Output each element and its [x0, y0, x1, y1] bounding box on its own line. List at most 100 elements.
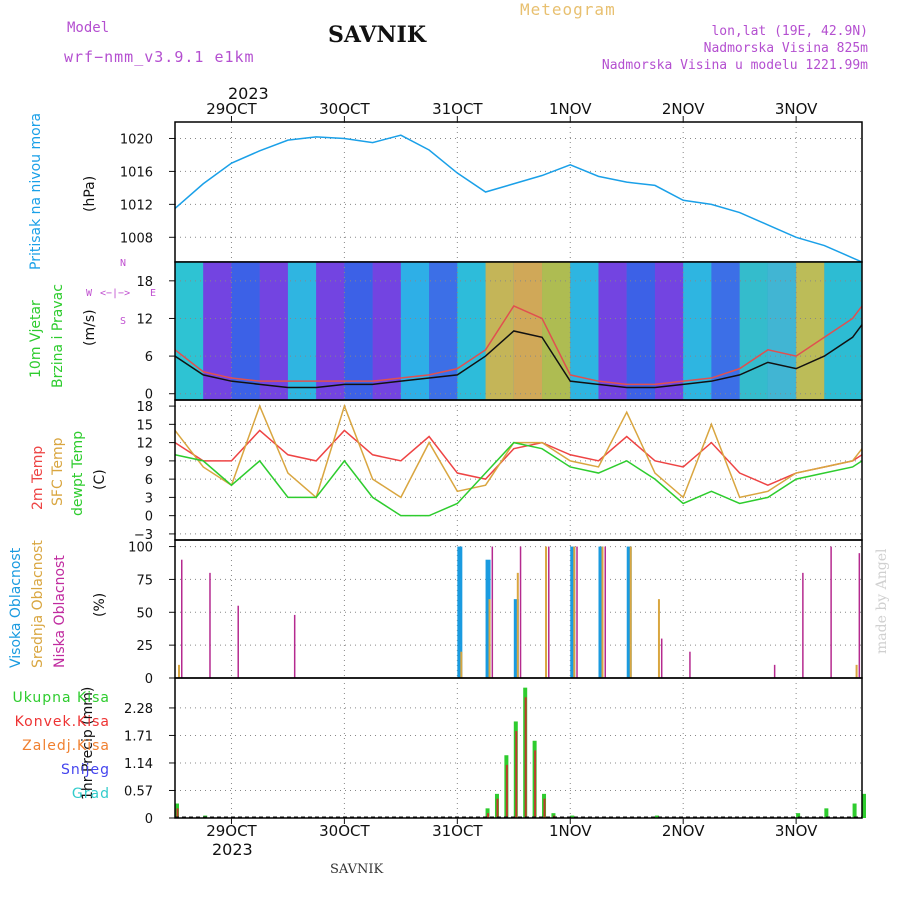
y-tick-label: 9: [145, 455, 153, 470]
temperature-panel-frame: [174, 399, 863, 541]
time-tick-label-top: 2NOV: [662, 100, 705, 118]
y-tick-label: 1.14: [124, 757, 153, 772]
wind-direction-band: [344, 262, 373, 400]
year-top: 2023: [228, 84, 269, 103]
legend-snow: Snijeg: [60, 762, 110, 778]
precip-bar: [796, 813, 801, 818]
page-title: SAVNIK: [328, 22, 426, 48]
altitude-label: Nadmorska Visina 825m: [703, 41, 868, 56]
precip-legend: Ukupna Kisa Konvek.Kisa Zaledj.Kisa Snij…: [0, 686, 110, 806]
lonlat-label: lon,lat (19E, 42.9N): [711, 24, 868, 39]
cloud-bar: [516, 572, 519, 678]
y-tick-label: 75: [136, 573, 153, 588]
time-tick-label-top: 31OCT: [432, 100, 483, 118]
cloud-bar: [858, 553, 861, 678]
wind-direction-band: [429, 262, 458, 400]
cloud-bar: [488, 599, 491, 678]
cloud-bar: [457, 546, 463, 678]
precip-bar: [515, 731, 518, 818]
y-tick-label: 3: [145, 491, 153, 506]
precip-bar: [524, 697, 527, 818]
model-label: Model: [67, 20, 110, 36]
y-tick-label: 18: [136, 275, 153, 290]
wind-direction-band: [513, 262, 543, 400]
compass-south: S: [120, 316, 127, 327]
temperature-series-line: [174, 429, 863, 487]
wind-direction-band: [711, 262, 740, 400]
precip-bar: [852, 803, 857, 818]
compass-arrows: <−|−>: [100, 288, 131, 299]
time-tick-label-top: 3NOV: [775, 100, 818, 118]
cloud-bar: [209, 572, 211, 678]
y-tick-label: 12: [136, 312, 153, 327]
cloud-bar: [460, 651, 463, 678]
wind-series-line: [174, 324, 863, 389]
y-tick-label: 6: [145, 350, 153, 365]
cloud-bar: [545, 546, 548, 678]
cloud-bar: [570, 546, 576, 678]
time-tick-label-bottom: 1NOV: [549, 822, 592, 840]
wind-direction-band: [626, 262, 655, 400]
legend-hail: Grad: [71, 786, 110, 802]
time-tick-label-top: 30OCT: [319, 100, 370, 118]
model-name: wrf−nmm_v3.9.1 e1km: [64, 48, 255, 66]
precip-bar: [570, 815, 575, 818]
compass-east: E: [150, 288, 157, 299]
wind-direction-band: [259, 262, 288, 400]
pressure-panel-frame: [174, 121, 863, 263]
precip-bar: [487, 813, 490, 818]
cloud-bar: [293, 614, 296, 678]
wind-direction-band: [175, 262, 204, 400]
precip-bar: [543, 798, 546, 818]
cloud-bar: [773, 664, 776, 678]
cloud-bar: [830, 546, 832, 678]
footer-station: SAVNIK: [330, 862, 384, 877]
wind-direction-band: [739, 262, 768, 400]
y-tick-label: 1016: [120, 165, 153, 180]
y-tick-label: 1008: [120, 231, 153, 246]
wind-direction-band: [485, 262, 514, 400]
legend-freezing-rain: Zaledj.Kisa: [22, 738, 110, 754]
cloud-bar: [626, 546, 632, 678]
precip-bar: [496, 798, 499, 818]
y-tick-label: 2.28: [124, 702, 153, 717]
cloud-bar: [513, 599, 519, 678]
wind-direction-band: [598, 262, 627, 400]
time-tick-label-top: 1NOV: [549, 100, 592, 118]
temperature-series-line: [174, 403, 863, 499]
cloud-bar: [598, 546, 604, 678]
wind-direction-band: [683, 262, 712, 400]
cloud-bar: [657, 599, 660, 678]
cloud-bar: [660, 638, 663, 678]
cloud-bar: [629, 546, 632, 678]
wind-direction-band: [767, 262, 797, 400]
y-tick-label: 0.57: [124, 784, 153, 799]
time-tick-label-bottom: 31OCT: [432, 822, 483, 840]
y-tick-label: 6: [145, 473, 153, 488]
precip-bar: [824, 808, 829, 818]
y-tick-label: 18: [136, 400, 153, 415]
compass-north: N: [120, 258, 127, 269]
time-tick-label-bottom: 30OCT: [319, 822, 370, 840]
precip-bar: [176, 808, 179, 818]
y-tick-label: 1020: [120, 132, 153, 147]
cloud-bar: [485, 559, 491, 678]
pressure-series-line: [174, 134, 863, 263]
y-tick-label: 100: [128, 541, 153, 556]
cloud-bar: [548, 546, 550, 678]
y-tick-label: 0: [145, 812, 153, 827]
y-tick-label: 1.71: [124, 729, 153, 744]
y-tick-label: 0: [145, 388, 153, 403]
cloud-bar: [491, 546, 494, 678]
wind-direction-band: [231, 262, 260, 400]
y-tick-label: 15: [136, 418, 153, 433]
wind-compass: N W <−|−> E S: [86, 258, 160, 328]
precip-bar: [862, 793, 866, 818]
year-bottom: 2023: [212, 840, 253, 859]
wind-direction-band: [316, 262, 345, 400]
wind-direction-band: [796, 262, 825, 400]
wind-direction-band: [203, 262, 232, 400]
legend-convective-rain: Konvek.Kisa: [14, 714, 110, 730]
precip-panel-frame: [174, 677, 863, 819]
